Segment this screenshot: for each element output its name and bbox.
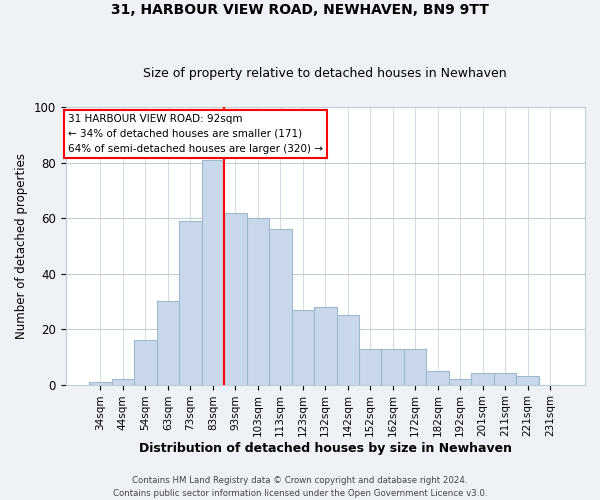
Bar (427, 370, 449, 384)
Text: 31, HARBOUR VIEW ROAD, NEWHAVEN, BN9 9TT: 31, HARBOUR VIEW ROAD, NEWHAVEN, BN9 9TT (111, 2, 489, 16)
Bar (314, 307, 337, 384)
Text: Contains HM Land Registry data © Crown copyright and database right 2024.
Contai: Contains HM Land Registry data © Crown c… (113, 476, 487, 498)
Bar (517, 376, 539, 384)
Bar (494, 374, 517, 384)
Bar (472, 374, 494, 384)
Bar (382, 348, 404, 384)
Bar (269, 229, 292, 384)
Bar (112, 379, 134, 384)
Bar (134, 340, 157, 384)
Y-axis label: Number of detached properties: Number of detached properties (15, 153, 28, 339)
Bar (224, 212, 247, 384)
Bar (449, 379, 472, 384)
Text: 31 HARBOUR VIEW ROAD: 92sqm
← 34% of detached houses are smaller (171)
64% of se: 31 HARBOUR VIEW ROAD: 92sqm ← 34% of det… (68, 114, 323, 154)
Bar (359, 348, 382, 384)
Title: Size of property relative to detached houses in Newhaven: Size of property relative to detached ho… (143, 66, 507, 80)
Bar (404, 348, 427, 384)
Bar (247, 218, 269, 384)
Bar (157, 302, 179, 384)
Bar (89, 382, 112, 384)
X-axis label: Distribution of detached houses by size in Newhaven: Distribution of detached houses by size … (139, 442, 512, 455)
Bar (179, 221, 202, 384)
Bar (292, 310, 314, 384)
Bar (202, 160, 224, 384)
Bar (337, 315, 359, 384)
